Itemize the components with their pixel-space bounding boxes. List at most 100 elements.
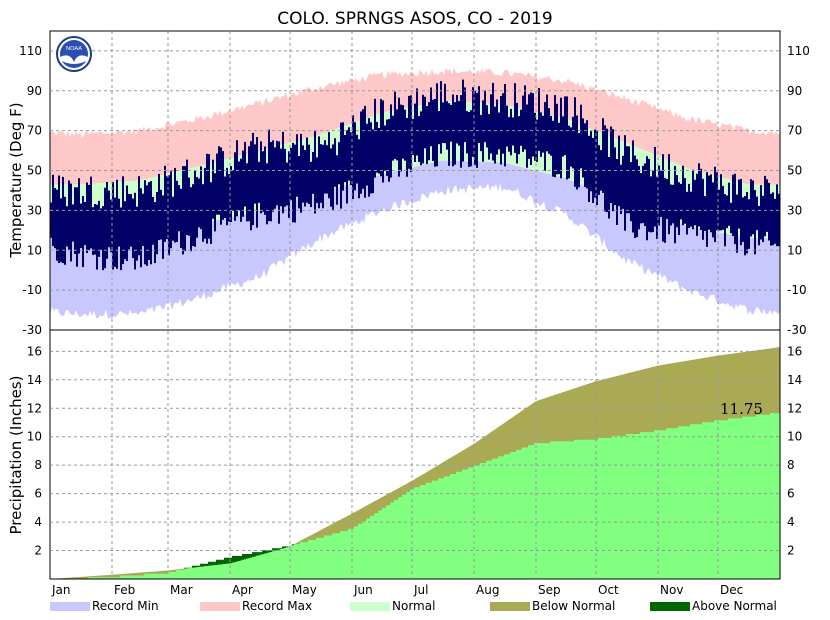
observed-temp-bar — [532, 93, 534, 157]
observed-temp-bar — [776, 184, 778, 247]
temp-tick-left: 30 — [27, 203, 42, 217]
observed-temp-bar — [764, 175, 766, 237]
observed-temp-bar — [734, 173, 736, 245]
observed-temp-bar — [692, 169, 694, 230]
observed-temp-bar — [282, 131, 284, 214]
observed-temp-bar — [572, 116, 574, 169]
observed-temp-bar — [454, 102, 456, 165]
observed-temp-bar — [342, 122, 344, 191]
observed-temp-bar — [272, 140, 274, 212]
observed-temp-bar — [240, 158, 242, 222]
observed-temp-bar — [772, 192, 774, 246]
observed-temp-bar — [296, 134, 298, 197]
observed-temp-bar — [720, 174, 722, 231]
observed-temp-bar — [462, 79, 464, 162]
observed-temp-bar — [278, 141, 280, 224]
observed-temp-bar — [286, 162, 288, 206]
observed-temp-bar — [108, 190, 110, 248]
observed-temp-bar — [98, 200, 100, 257]
observed-temp-bar — [238, 161, 240, 211]
legend-swatch — [650, 602, 690, 611]
temp-tick-left: 90 — [27, 84, 42, 98]
observed-temp-bar — [80, 203, 82, 248]
observed-temp-bar — [594, 129, 596, 198]
observed-temp-bar — [404, 109, 406, 161]
observed-temp-bar — [158, 173, 160, 241]
observed-temp-bar — [602, 118, 604, 193]
precip-tick-left: 12 — [27, 401, 42, 415]
observed-temp-bar — [212, 159, 214, 219]
observed-temp-bar — [448, 103, 450, 166]
observed-temp-bar — [354, 122, 356, 191]
observed-temp-bar — [606, 128, 608, 213]
observed-temp-bar — [440, 81, 442, 154]
observed-temp-bar — [422, 94, 424, 164]
observed-temp-bar — [398, 97, 400, 177]
observed-temp-bar — [90, 176, 92, 249]
observed-temp-bar — [222, 151, 224, 220]
observed-temp-bar — [460, 95, 462, 168]
observed-temp-bar — [200, 166, 202, 230]
observed-temp-bar — [676, 175, 678, 228]
legend-label: Above Normal — [692, 599, 777, 613]
observed-temp-bar — [170, 171, 172, 249]
observed-temp-bar — [484, 90, 486, 143]
temperature-axis-label: Temperature (Deg F) — [7, 102, 25, 258]
observed-temp-bar — [562, 116, 564, 157]
observed-temp-bar — [550, 115, 552, 156]
observed-temp-bar — [258, 161, 260, 203]
observed-temp-bar — [168, 175, 170, 256]
observed-temp-bar — [384, 125, 386, 171]
observed-temp-bar — [128, 193, 130, 250]
observed-temp-bar — [356, 134, 358, 184]
observed-temp-bar — [682, 165, 684, 226]
observed-temp-bar — [284, 148, 286, 207]
observed-temp-bar — [368, 118, 370, 197]
temp-tick-left: -30 — [22, 323, 42, 337]
observed-temp-bar — [226, 167, 228, 226]
observed-temp-bar — [340, 122, 342, 209]
observed-temp-bar — [716, 172, 718, 231]
observed-temp-bar — [308, 144, 310, 204]
observed-temp-bar — [722, 185, 724, 230]
observed-temp-bar — [514, 83, 516, 153]
observed-temp-bar — [184, 166, 186, 252]
observed-temp-bar — [56, 189, 58, 261]
observed-temp-bar — [410, 95, 412, 173]
legend-label: Record Min — [92, 599, 159, 613]
observed-temp-bar — [590, 131, 592, 192]
observed-temp-bar — [174, 167, 176, 243]
precip-tick-right: 4 — [787, 515, 795, 529]
observed-temp-bar — [160, 189, 162, 240]
observed-temp-bar — [538, 88, 540, 151]
observed-temp-bar — [554, 95, 556, 178]
observed-temp-bar — [652, 170, 654, 232]
observed-temp-bar — [64, 196, 66, 265]
month-tick-label: Jun — [353, 583, 373, 597]
observed-temp-bar — [556, 103, 558, 175]
temp-tick-right: 30 — [787, 203, 802, 217]
observed-temp-bar — [130, 194, 132, 247]
observed-temp-bar — [332, 144, 334, 210]
observed-temp-bar — [468, 112, 470, 167]
observed-temp-bar — [570, 127, 572, 167]
observed-temp-bar — [696, 173, 698, 236]
legend-swatch — [50, 602, 90, 611]
observed-temp-bar — [624, 135, 626, 231]
observed-temp-bar — [374, 98, 376, 178]
observed-temp-bar — [76, 187, 78, 267]
observed-temp-bar — [116, 179, 118, 269]
observed-temp-bar — [364, 105, 366, 198]
observed-temp-bar — [492, 82, 494, 161]
observed-temp-bar — [350, 132, 352, 186]
observed-temp-bar — [382, 100, 384, 183]
observed-temp-bar — [180, 188, 182, 248]
observed-temp-bar — [338, 142, 340, 185]
observed-temp-bar — [230, 166, 232, 223]
observed-temp-bar — [66, 206, 68, 247]
observed-temp-bar — [418, 116, 420, 162]
observed-temp-bar — [494, 106, 496, 164]
record-max-band — [50, 67, 780, 185]
observed-temp-bar — [622, 155, 624, 209]
month-tick-label: Oct — [598, 583, 619, 597]
